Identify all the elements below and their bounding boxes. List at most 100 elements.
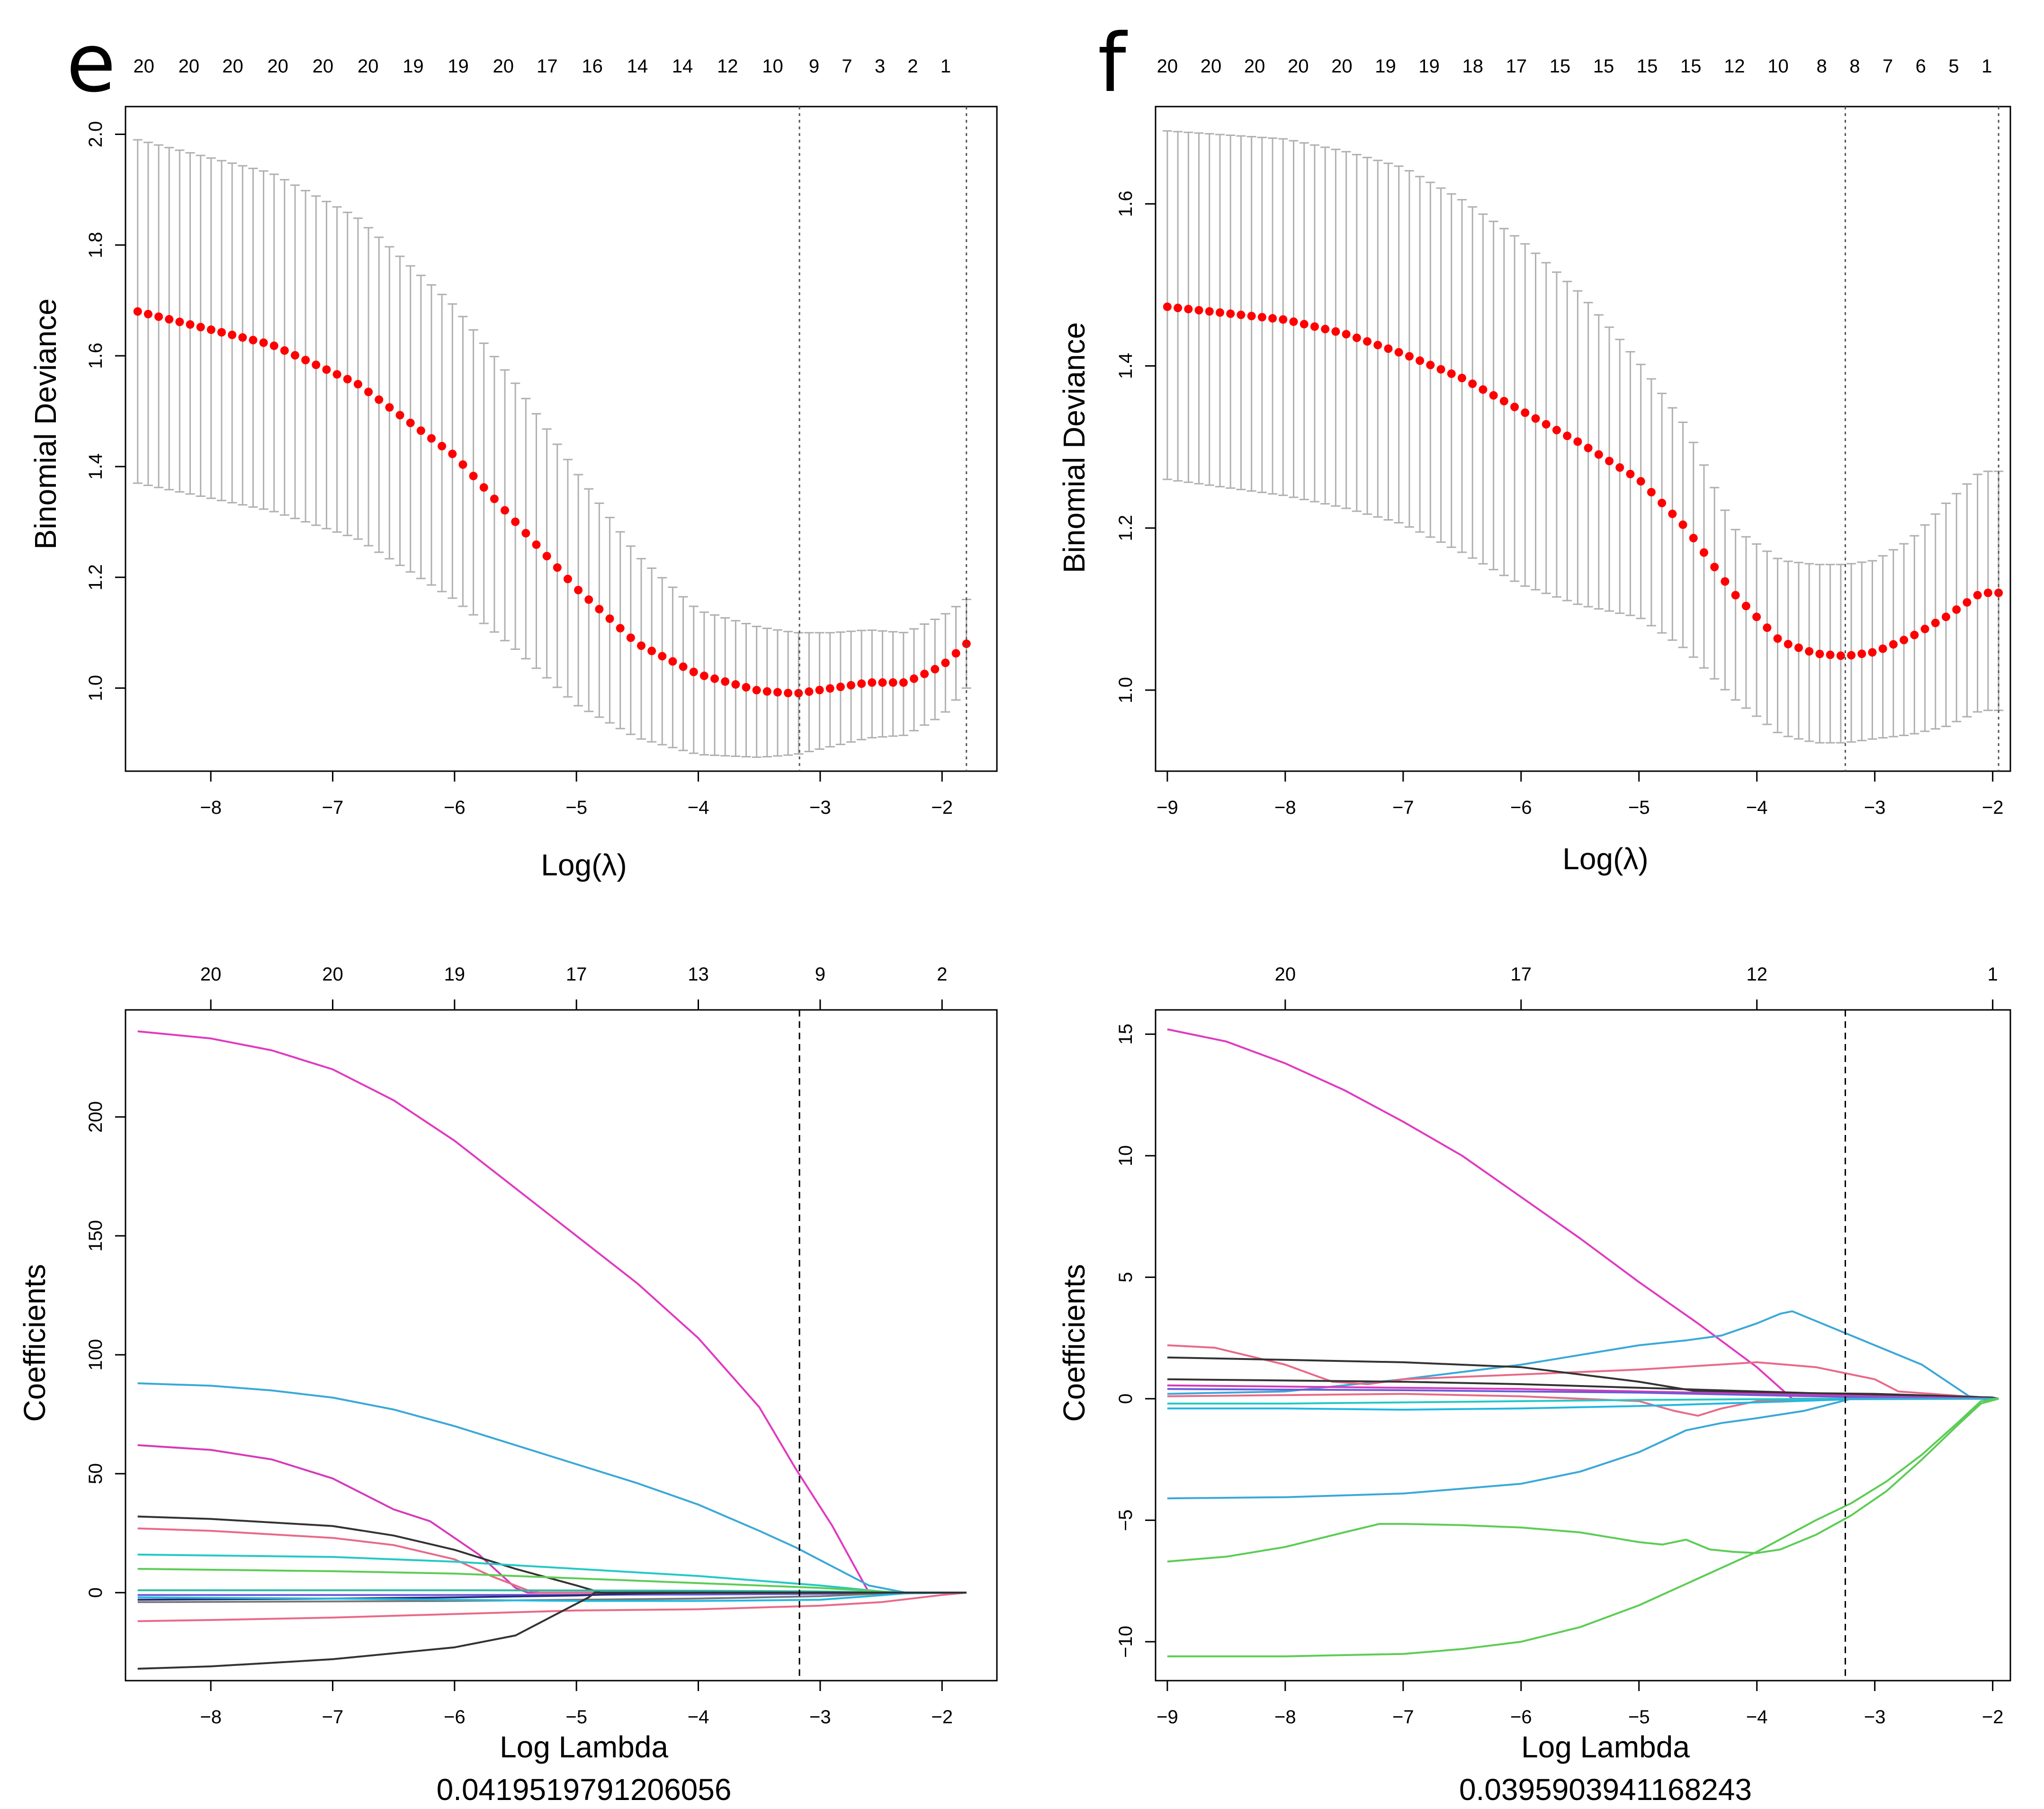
coefficient-path-var-pink-2 — [137, 1592, 967, 1622]
cv-mean-point — [1479, 385, 1488, 394]
x-tick-label: −2 — [1982, 797, 2004, 818]
x-tick-label: −5 — [1628, 1707, 1650, 1728]
cv-mean-point — [1868, 648, 1877, 657]
cv-mean-point — [1615, 463, 1624, 472]
top-count-label: 20 — [179, 56, 200, 77]
cv-mean-point — [1710, 563, 1719, 572]
cv-mean-point — [658, 652, 667, 661]
cv-mean-point — [1310, 322, 1319, 331]
cv-mean-point — [1626, 469, 1635, 478]
x-tick-label: −3 — [809, 1707, 831, 1728]
y-tick-label: 1.2 — [85, 564, 106, 591]
x-tick-label: −6 — [1510, 1707, 1532, 1728]
coefficient-path-var-teal-1 — [137, 1553, 967, 1594]
cv-mean-point — [1763, 623, 1772, 632]
cv-mean-point — [521, 529, 530, 538]
y-tick-label: 1.8 — [85, 232, 106, 258]
top-count-label: 17 — [1506, 56, 1527, 77]
x-tick-label: −6 — [444, 1707, 466, 1728]
top-count-label: 12 — [1746, 964, 1767, 985]
cv-mean-point — [1205, 307, 1214, 316]
cv-mean-point — [1510, 403, 1519, 412]
coefficient-path-var-magenta-2 — [1167, 1384, 1999, 1400]
top-count-label: 20 — [1331, 56, 1353, 77]
cv-mean-point — [1279, 315, 1288, 324]
cv-mean-point — [574, 585, 583, 594]
x-tick-label: −3 — [809, 797, 831, 818]
cv-mean-point — [1163, 302, 1172, 311]
cv-mean-point — [479, 483, 488, 492]
cv-mean-point — [322, 365, 331, 374]
y-tick-label: 1.6 — [85, 342, 106, 369]
cv-mean-point — [1689, 533, 1698, 542]
cv-mean-point — [1384, 344, 1393, 353]
panel-f-coefficient-paths: Log Lambda 0.0395903941168243 Coefficien… — [1057, 964, 2011, 1807]
top-count-label: 8 — [1849, 56, 1860, 77]
x-tick-label: −4 — [1746, 1707, 1768, 1728]
cv-mean-point — [616, 624, 625, 633]
cv-mean-point — [1468, 379, 1477, 388]
y-tick-label: 10 — [1115, 1145, 1136, 1167]
cv-mean-point — [742, 683, 751, 692]
cv-mean-point — [1342, 330, 1351, 339]
cv-mean-point — [1352, 333, 1361, 342]
top-count-label: 15 — [1680, 56, 1702, 77]
cv-mean-point — [773, 688, 782, 697]
cv-mean-point — [805, 687, 814, 696]
cv-mean-point — [595, 604, 604, 613]
top-count-label: 20 — [267, 56, 288, 77]
cv-mean-point — [1426, 360, 1435, 369]
cv-mean-point — [731, 680, 740, 689]
top-count-label: 20 — [1288, 56, 1309, 77]
cv-mean-point — [1741, 602, 1750, 611]
cv-mean-point — [1963, 598, 1972, 607]
cv-mean-point — [1700, 548, 1709, 557]
plot-frame — [125, 1009, 998, 1682]
top-count-label: 19 — [1418, 56, 1440, 77]
cv-mean-point — [280, 346, 289, 355]
top-count-label: 7 — [1883, 56, 1893, 77]
cv-mean-point — [1226, 309, 1235, 318]
cv-mean-point — [1900, 636, 1909, 645]
top-count-label: 1 — [941, 56, 951, 77]
cv-mean-point — [699, 671, 708, 680]
coefficient-path-var-pink-1 — [137, 1527, 967, 1594]
top-count-label: 20 — [1244, 56, 1265, 77]
top-count-label: 19 — [448, 56, 469, 77]
cv-mean-point — [416, 426, 425, 435]
y-tick-label: 15 — [1115, 1024, 1136, 1045]
cv-mean-point — [825, 684, 834, 693]
top-count-label: 17 — [1511, 964, 1532, 985]
x-tick-label: −8 — [1274, 797, 1296, 818]
cv-mean-point — [1331, 327, 1340, 336]
cv-mean-point — [951, 649, 960, 658]
coefficient-path-var-magenta-1 — [137, 1030, 967, 1594]
y-tick-label: 1.2 — [1115, 515, 1136, 541]
top-count-label: 19 — [1375, 56, 1396, 77]
cv-mean-point — [1773, 634, 1782, 643]
top-count-label: 20 — [133, 56, 154, 77]
cv-mean-point — [1531, 414, 1540, 423]
cv-mean-point — [1920, 624, 1929, 633]
x-axis-title: Log Lambda — [1521, 1730, 1690, 1764]
lambda-min-value: 0.0419519791206056 — [437, 1773, 732, 1807]
cv-mean-point — [269, 341, 278, 350]
x-tick-label: −5 — [1628, 797, 1650, 818]
y-tick-label: 1.0 — [1115, 677, 1136, 703]
y-tick-label: 0 — [1115, 1394, 1136, 1404]
top-count-label: 15 — [1550, 56, 1571, 77]
cv-mean-point — [490, 495, 499, 504]
top-count-label: 7 — [842, 56, 852, 77]
panel-letter-e: e — [66, 17, 116, 110]
x-tick-label: −7 — [1392, 1707, 1414, 1728]
plot-frame — [1155, 106, 2011, 772]
top-count-label: 20 — [1275, 964, 1296, 985]
cv-mean-point — [228, 330, 237, 339]
y-tick-label: 200 — [85, 1101, 106, 1133]
cv-mean-point — [332, 370, 341, 379]
cv-mean-point — [1247, 312, 1256, 321]
cv-mean-point — [647, 647, 656, 656]
panel-e-coefficient-paths: Log Lambda 0.0419519791206056 Coefficien… — [18, 964, 998, 1807]
coefficient-path-var-cyan-2 — [1167, 1397, 1999, 1411]
coefficient-path-var-purple-1 — [1167, 1388, 1999, 1400]
